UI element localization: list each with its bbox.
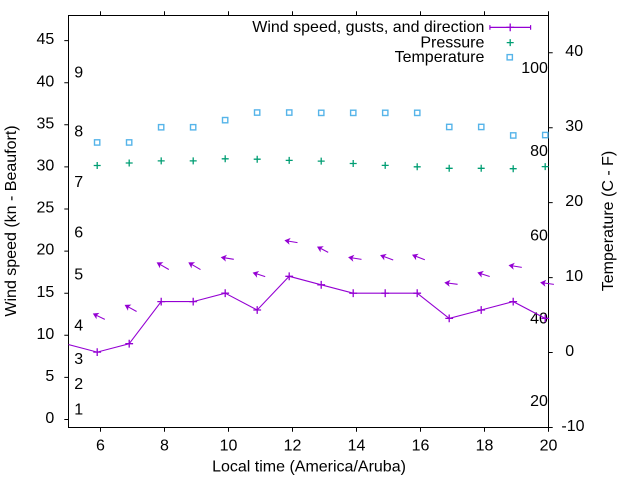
- svg-text:5: 5: [45, 368, 54, 385]
- svg-text:5: 5: [74, 267, 83, 284]
- svg-text:80: 80: [530, 143, 548, 160]
- svg-text:1: 1: [74, 402, 83, 419]
- svg-text:Wind speed, gusts, and directi: Wind speed, gusts, and direction: [252, 19, 484, 36]
- svg-text:10: 10: [565, 268, 583, 285]
- svg-text:4: 4: [74, 317, 83, 334]
- svg-text:100: 100: [521, 60, 548, 77]
- svg-text:0: 0: [45, 410, 54, 427]
- svg-text:30: 30: [37, 158, 55, 175]
- svg-text:14: 14: [348, 438, 366, 455]
- svg-text:7: 7: [74, 174, 83, 191]
- svg-text:40: 40: [565, 43, 583, 60]
- svg-text:40: 40: [530, 310, 548, 327]
- svg-text:0: 0: [565, 343, 574, 360]
- svg-text:16: 16: [412, 438, 430, 455]
- svg-text:45: 45: [37, 31, 55, 48]
- svg-text:6: 6: [96, 438, 105, 455]
- svg-text:Wind speed (kn - Beaufort): Wind speed (kn - Beaufort): [3, 125, 20, 316]
- svg-text:8: 8: [74, 124, 83, 141]
- svg-text:10: 10: [37, 326, 55, 343]
- svg-text:60: 60: [530, 227, 548, 244]
- svg-text:40: 40: [37, 73, 55, 90]
- svg-text:20: 20: [37, 242, 55, 259]
- svg-text:10: 10: [220, 438, 238, 455]
- svg-text:30: 30: [565, 118, 583, 135]
- svg-text:-10: -10: [561, 418, 584, 435]
- svg-text:15: 15: [37, 284, 55, 301]
- svg-text:20: 20: [530, 393, 548, 410]
- svg-text:20: 20: [540, 438, 558, 455]
- svg-text:Local time (America/Aruba): Local time (America/Aruba): [212, 459, 406, 476]
- svg-text:Pressure: Pressure: [420, 34, 484, 51]
- svg-text:Temperature: Temperature: [395, 49, 485, 66]
- svg-text:Temperature (C - F): Temperature (C - F): [600, 151, 617, 291]
- svg-text:35: 35: [37, 115, 55, 132]
- svg-text:25: 25: [37, 200, 55, 217]
- svg-text:8: 8: [160, 438, 169, 455]
- svg-text:3: 3: [74, 351, 83, 368]
- svg-text:9: 9: [74, 65, 83, 82]
- svg-text:20: 20: [565, 193, 583, 210]
- svg-text:2: 2: [74, 376, 83, 393]
- svg-text:12: 12: [284, 438, 302, 455]
- svg-text:6: 6: [74, 225, 83, 242]
- svg-text:18: 18: [476, 438, 494, 455]
